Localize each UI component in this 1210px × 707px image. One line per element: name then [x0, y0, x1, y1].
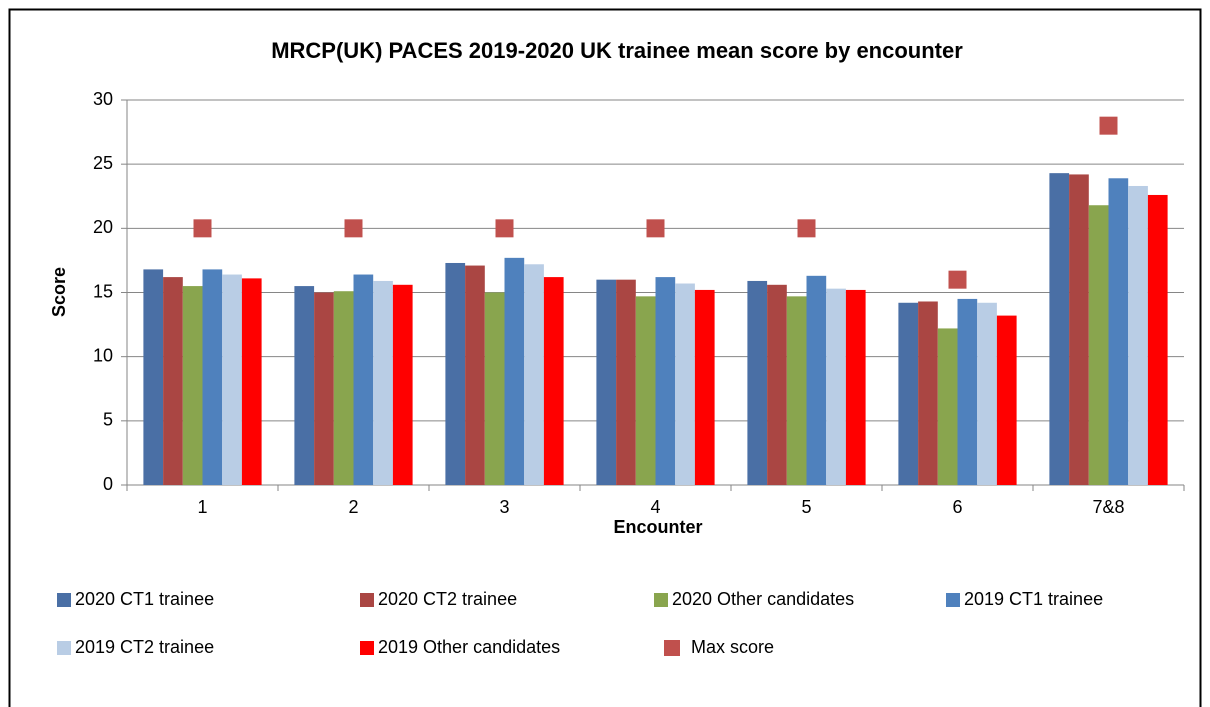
legend-label: 2020 CT1 trainee	[75, 589, 214, 609]
x-tick-label: 5	[801, 497, 811, 517]
max-marker	[1099, 116, 1118, 135]
y-tick-label: 25	[93, 153, 113, 173]
bar	[655, 277, 676, 485]
bar	[747, 280, 768, 485]
x-tick-label: 1	[197, 497, 207, 517]
x-axis-title: Encounter	[613, 517, 702, 537]
legend-swatch	[57, 641, 71, 655]
legend-label: 2019 Other candidates	[378, 637, 560, 657]
max-marker	[646, 219, 665, 238]
bar	[845, 289, 866, 485]
bar	[524, 264, 544, 485]
bar	[222, 274, 242, 485]
bar	[1128, 185, 1148, 485]
bar	[675, 283, 695, 485]
bar	[957, 298, 978, 485]
max-marker	[193, 219, 212, 238]
bar	[143, 269, 164, 485]
legend-swatch	[664, 640, 680, 656]
bar	[373, 280, 393, 485]
bar	[806, 275, 827, 485]
bar	[826, 288, 846, 485]
legend-swatch	[57, 593, 71, 607]
bar	[898, 302, 919, 485]
bar	[241, 278, 262, 485]
bar	[294, 286, 315, 485]
bar	[543, 277, 564, 485]
y-tick-label: 15	[93, 281, 113, 301]
bar	[392, 284, 413, 485]
bar	[694, 289, 715, 485]
bar	[314, 292, 334, 485]
bar	[635, 296, 656, 485]
x-tick-label: 3	[499, 497, 509, 517]
legend-swatch	[360, 593, 374, 607]
y-tick-label: 30	[93, 89, 113, 109]
bar	[1147, 194, 1168, 485]
legend-swatch	[360, 641, 374, 655]
bar	[1088, 205, 1109, 485]
x-tick-label: 4	[650, 497, 660, 517]
bar	[767, 284, 787, 485]
bar	[504, 257, 525, 485]
y-tick-label: 20	[93, 217, 113, 237]
bar	[202, 269, 223, 485]
bar	[1069, 174, 1089, 485]
max-marker	[797, 219, 816, 238]
max-marker	[344, 219, 363, 238]
chart-title: MRCP(UK) PACES 2019-2020 UK trainee mean…	[271, 38, 963, 63]
max-marker	[495, 219, 514, 238]
bar	[996, 315, 1017, 485]
bar	[977, 302, 997, 485]
max-marker	[948, 270, 967, 289]
legend-label: 2019 CT2 trainee	[75, 637, 214, 657]
frame	[8, 8, 1202, 707]
bar	[333, 291, 354, 485]
x-tick-label: 2	[348, 497, 358, 517]
x-tick-label: 7&8	[1092, 497, 1124, 517]
legend-label: 2020 CT2 trainee	[378, 589, 517, 609]
legend-label: 2020 Other candidates	[672, 589, 854, 609]
bar	[445, 262, 466, 485]
bar	[786, 296, 807, 485]
bar	[163, 277, 183, 485]
bar	[182, 286, 203, 485]
y-axis-title: Score	[49, 267, 69, 317]
y-tick-label: 10	[93, 345, 113, 365]
bar	[1108, 178, 1129, 486]
bar	[937, 328, 958, 485]
y-tick-label: 5	[103, 410, 113, 430]
legend-swatch	[654, 593, 668, 607]
bar	[484, 292, 505, 485]
legend-label: 2019 CT1 trainee	[964, 589, 1103, 609]
bar	[616, 279, 636, 485]
bar	[918, 301, 938, 485]
bar	[1049, 173, 1070, 485]
legend-label: Max score	[691, 637, 774, 657]
legend-swatch	[946, 593, 960, 607]
bar	[353, 274, 374, 485]
bar	[465, 265, 485, 485]
bar	[596, 279, 617, 485]
y-tick-label: 0	[103, 474, 113, 494]
x-tick-label: 6	[952, 497, 962, 517]
